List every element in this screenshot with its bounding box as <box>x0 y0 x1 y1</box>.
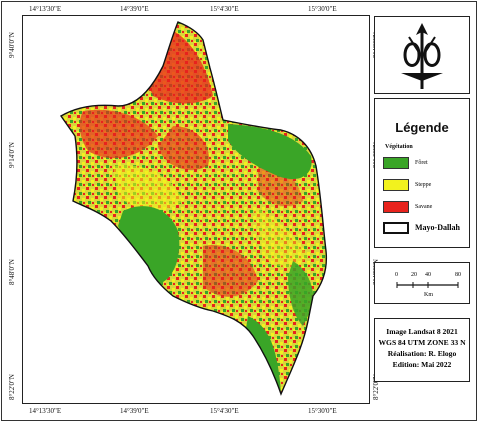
legend-label-boundary: Mayo-Dallah <box>415 223 460 232</box>
x-tick-bottom-1: 14°13'30"E <box>29 407 62 415</box>
x-tick-bottom-2: 14°39'0"E <box>120 407 149 415</box>
y-tick-left-1: 9°40'0"N <box>8 32 16 58</box>
x-tick-top-2: 14°39'0"E <box>120 5 149 13</box>
legend-swatch-boundary <box>383 222 409 234</box>
legend-label-forest: Fôret <box>415 160 428 166</box>
x-tick-top-3: 15°4'30"E <box>210 5 239 13</box>
scale-bar-box: 0 20 40 80 Km <box>374 262 470 304</box>
x-tick-top-1: 14°13'30"E <box>29 5 62 13</box>
legend-label-savanna: Savane <box>415 204 433 210</box>
scale-unit: Km <box>424 292 433 298</box>
x-tick-bottom-3: 15°4'30"E <box>210 407 239 415</box>
legend-title: Légende <box>395 120 449 135</box>
legend-box: Légende Végétation Fôret Steppe Savane M… <box>374 98 470 248</box>
north-arrow-box <box>374 16 470 94</box>
scale-tick-20: 20 <box>411 272 417 278</box>
info-image-source: Image Landsat 8 2021 <box>386 327 458 336</box>
info-projection: WGS 84 UTM ZONE 33 N <box>378 338 466 347</box>
land-cover <box>61 22 327 394</box>
y-tick-left-4: 8°22'0"N <box>8 374 16 400</box>
legend-swatch-steppe <box>383 179 409 191</box>
legend-swatch-savanna <box>383 201 409 213</box>
x-tick-bottom-4: 15°30'0"E <box>308 407 337 415</box>
scale-bar <box>396 282 459 288</box>
scale-tick-40: 40 <box>425 272 431 278</box>
scale-tick-80: 80 <box>455 272 461 278</box>
north-arrow-icon <box>401 23 443 89</box>
legend-label-steppe: Steppe <box>415 182 432 188</box>
legend-swatch-forest <box>383 157 409 169</box>
scale-tick-0: 0 <box>395 272 398 278</box>
region-map <box>60 21 328 395</box>
map-panel <box>22 15 370 404</box>
info-author: Réalisation: R. Elogo <box>387 349 457 358</box>
y-tick-left-3: 8°48'0"N <box>8 259 16 285</box>
legend-subtitle: Végétation <box>385 144 413 150</box>
info-box: Image Landsat 8 2021 WGS 84 UTM ZONE 33 … <box>374 318 470 382</box>
x-tick-top-4: 15°30'0"E <box>308 5 337 13</box>
info-edition: Edition: Mai 2022 <box>392 360 452 369</box>
y-tick-left-2: 9°14'0"N <box>8 142 16 168</box>
